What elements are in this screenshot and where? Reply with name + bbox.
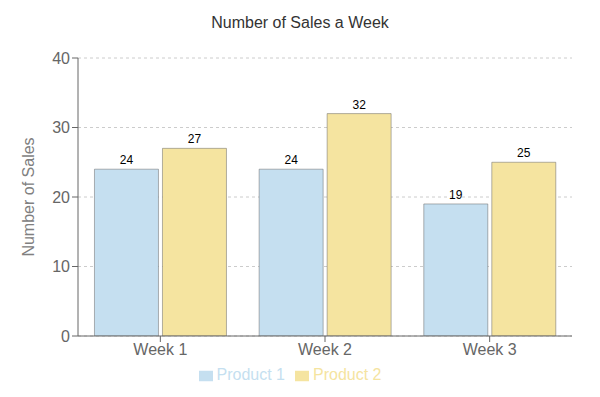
svg-text:Number of Sales: Number of Sales (20, 137, 37, 256)
svg-text:19: 19 (449, 188, 463, 202)
svg-text:24: 24 (284, 153, 298, 167)
svg-text:Week 3: Week 3 (463, 341, 517, 358)
svg-text:20: 20 (52, 189, 70, 206)
svg-text:25: 25 (517, 146, 531, 160)
svg-text:10: 10 (52, 258, 70, 275)
svg-text:0: 0 (61, 328, 70, 345)
svg-text:Week 2: Week 2 (298, 341, 352, 358)
html-text:Product 2: Product 2 (313, 366, 382, 383)
html-text:Product 1: Product 1 (216, 366, 285, 383)
svg-text:Week 1: Week 1 (133, 341, 187, 358)
svg-text:30: 30 (52, 119, 70, 136)
svg-text:40: 40 (52, 50, 70, 67)
svg-text:24: 24 (120, 153, 134, 167)
svg-text:32: 32 (352, 98, 366, 112)
svg-text:27: 27 (188, 132, 202, 146)
html-text:Number of Sales a Week: Number of Sales a Week (211, 14, 389, 31)
